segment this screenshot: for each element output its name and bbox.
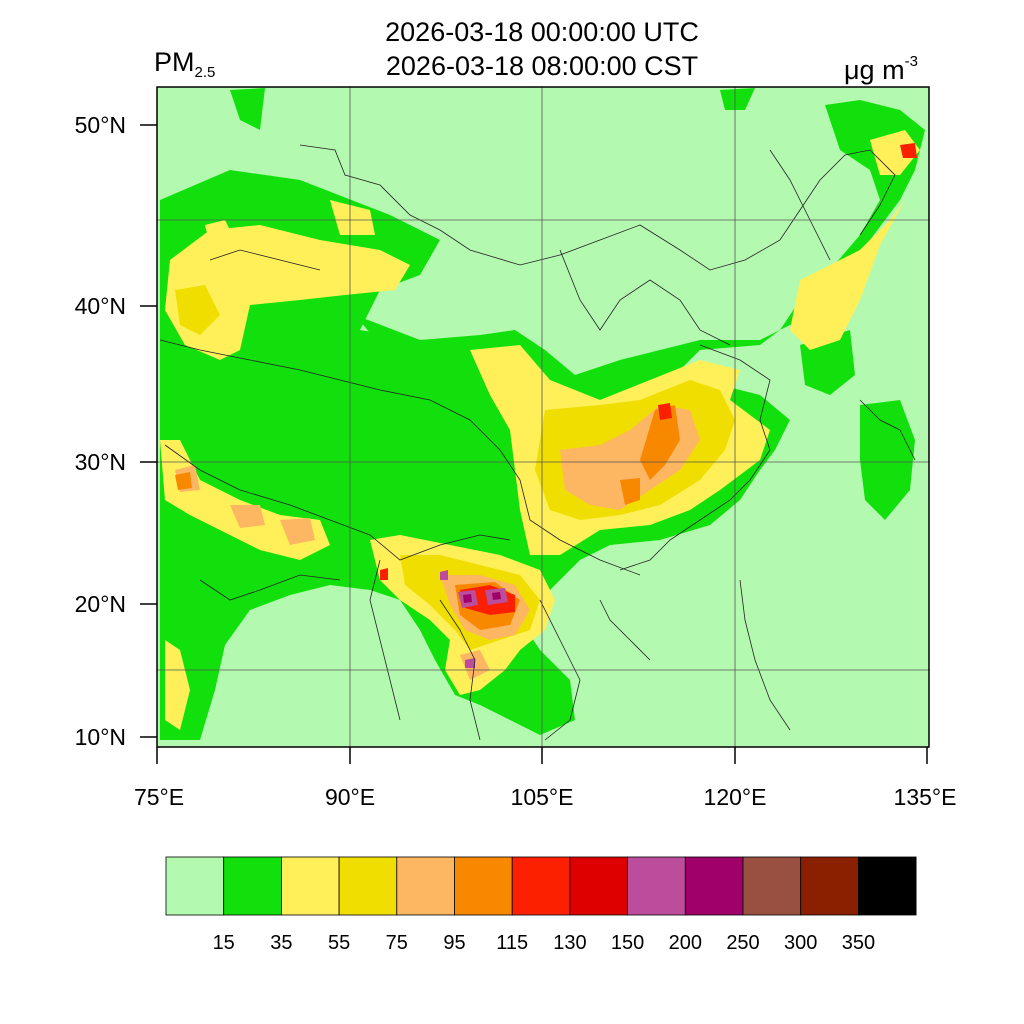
- colorbar-swatch: [454, 856, 513, 916]
- gridlines: [157, 87, 929, 747]
- lat-label-40: 40°N: [74, 293, 126, 319]
- map-title-cst: 2026-03-18 08:00:00 CST: [385, 51, 699, 81]
- colorbar-swatch: [627, 856, 686, 916]
- units-exponent: -3: [904, 53, 918, 70]
- units-base: μg m: [844, 55, 905, 85]
- colorbar-label: 130: [553, 932, 587, 954]
- lon-label-120: 120°E: [703, 784, 767, 810]
- variable-subscript: 2.5: [194, 64, 216, 81]
- colorbar-label: 150: [610, 932, 645, 954]
- colorbar-swatch: [396, 856, 455, 916]
- units-label: μg m-3: [844, 47, 918, 85]
- lon-label-90: 90°E: [324, 784, 376, 810]
- lat-label-20: 20°N: [74, 591, 126, 617]
- colorbar-label: 250: [726, 932, 760, 954]
- map-frame: [156, 86, 930, 748]
- lon-label-105: 105°E: [510, 784, 574, 810]
- variable-name: PM: [154, 47, 195, 77]
- map-title-utc: 2026-03-18 00:00:00 UTC: [385, 17, 699, 47]
- colorbar-swatch: [280, 856, 340, 916]
- colorbar-swatch: [165, 856, 225, 916]
- colorbar-label: 350: [841, 932, 876, 954]
- lat-label-10: 10°N: [74, 724, 126, 750]
- colorbar-label: 200: [668, 932, 702, 954]
- colorbar-label: 95: [443, 932, 466, 954]
- colorbar-label: 15: [212, 932, 235, 954]
- colorbar-swatch: [858, 856, 917, 916]
- lon-label-75: 75°E: [133, 784, 185, 810]
- colorbar-swatch: [569, 856, 629, 916]
- colorbar-swatch: [223, 856, 282, 916]
- lat-label-50: 50°N: [74, 112, 126, 138]
- pm25-field: [157, 87, 929, 747]
- colorbar-label: 300: [784, 932, 818, 954]
- colorbar-swatch: [338, 856, 398, 916]
- country-borders: [159, 144, 916, 741]
- axis-ticks: [140, 124, 928, 764]
- colorbar-swatch: [684, 856, 744, 916]
- lon-label-135: 135°E: [893, 784, 957, 810]
- variable-label: PM2.5: [154, 47, 215, 88]
- lat-label-30: 30°N: [74, 449, 126, 475]
- colorbar-swatch: [511, 856, 571, 916]
- colorbar-label: 115: [496, 932, 529, 954]
- colorbar-swatch: [742, 856, 802, 916]
- colorbar-label: 75: [385, 932, 408, 954]
- band-250-300: [463, 592, 501, 603]
- colorbar: [165, 856, 917, 916]
- colorbar-label: 35: [270, 932, 293, 954]
- colorbar-label: 55: [327, 932, 351, 954]
- colorbar-swatch: [800, 856, 859, 916]
